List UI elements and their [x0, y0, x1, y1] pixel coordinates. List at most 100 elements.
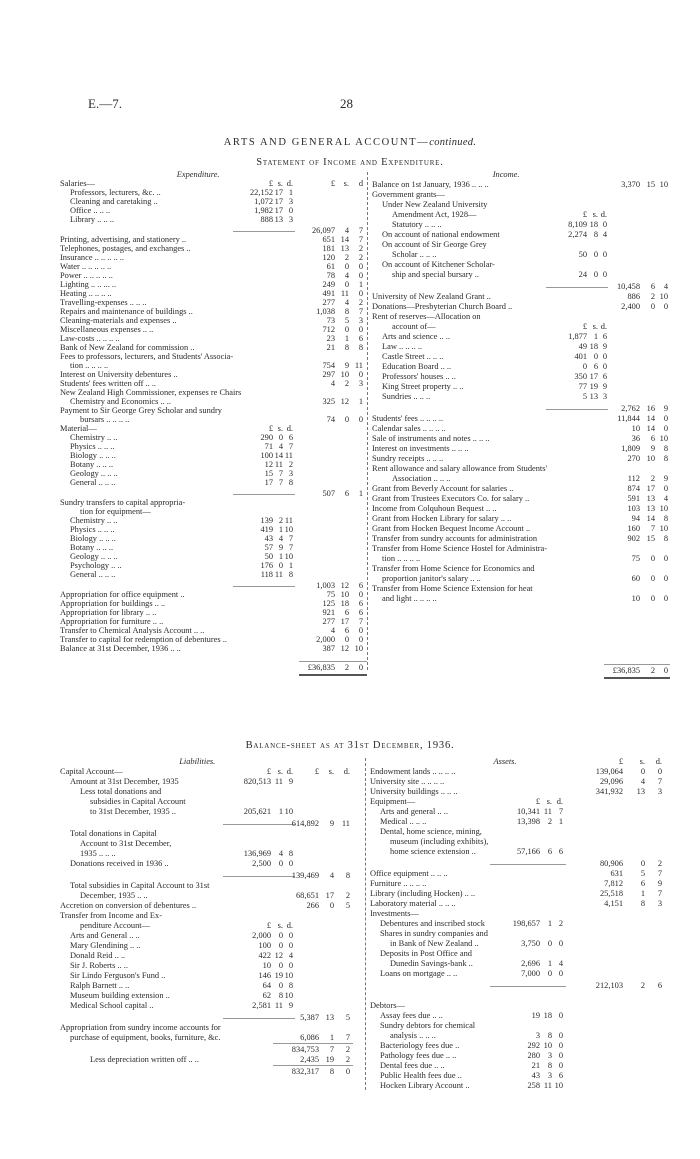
ledger-row: 139,469 4 8	[60, 871, 365, 881]
total-pounds: 2,000	[316, 635, 335, 644]
total-pounds: 591	[627, 494, 640, 503]
item-shillings: 1	[547, 959, 552, 968]
ledger-row: Amount at 31st December, 1935 820,513 11 9	[60, 777, 365, 787]
item-pence: 0	[602, 250, 607, 259]
total-pounds: 834,753	[291, 1045, 319, 1054]
row-label: Geology .. .. ..	[70, 552, 118, 561]
item-pence: 3	[288, 469, 293, 478]
total-pounds: 75	[631, 554, 640, 563]
ledger-row: Office .. .. .. 1,982 17 0	[60, 206, 367, 215]
total-shillings: 5	[640, 869, 645, 878]
ledger-row: 5,387 13 5	[60, 1013, 365, 1023]
total-pence: 6	[358, 599, 363, 608]
row-label: ship and special bursary ..	[392, 270, 479, 279]
row-label: New Zealand High Commissioner, expenses …	[60, 388, 242, 397]
item-shillings: 6	[593, 362, 598, 371]
row-label: Biology .. .. ..	[70, 451, 116, 460]
item-pence: 6	[288, 433, 293, 442]
ledger-row: and light .. .. .. .. 10 0 0	[372, 594, 670, 604]
total-shillings: s.	[328, 767, 334, 776]
ledger-row: Government grants—	[372, 190, 670, 200]
total-pounds: 651	[322, 235, 335, 244]
total-shillings: 7	[329, 1045, 334, 1054]
total-pounds: 5,387	[300, 1013, 319, 1022]
total-shillings: 7	[650, 524, 655, 533]
ledger-row: Chemistry .. .. 139 2 11	[60, 516, 367, 525]
ledger-row: 212,103 2 6	[370, 981, 670, 991]
ledger-row: Library (including Hocken) .. .. 25,518 1 7	[370, 889, 670, 899]
account-title-main: ARTS AND GENERAL ACCOUNT—	[223, 137, 430, 148]
total-shillings: 0	[650, 302, 655, 311]
item-pence: 4	[602, 230, 607, 239]
total-pounds: 139,469	[291, 871, 319, 880]
total-pounds: 10	[631, 594, 640, 603]
ledger-row: penditure Account— £ s. d.	[60, 921, 365, 931]
ledger-row: Grant from Hocken Bequest Income Account…	[372, 524, 670, 534]
total-shillings: 4	[344, 298, 349, 307]
item-shillings: s.	[277, 179, 283, 188]
total-pence: 8	[663, 514, 668, 523]
ledger-row: account of— £ s. d.	[372, 322, 670, 332]
ledger-row: Chemistry .. .. 290 0 6	[60, 433, 367, 442]
item-pence: 3	[602, 392, 607, 401]
row-label: Sundries .. .. ..	[382, 392, 431, 401]
row-label: Appropriation for library .. ..	[60, 608, 157, 617]
ledger-row: 1,003 12 6	[60, 581, 367, 590]
row-label: Power .. .. .. .. ..	[60, 271, 113, 280]
assets-section: Assets. £ s. d. Endowment lands .. .. .. .. 1…	[370, 757, 670, 1091]
item-pounds: 13,398	[516, 817, 540, 826]
item-pounds: 290	[260, 433, 273, 442]
total-pence: 0	[663, 414, 668, 423]
ledger-row: Capital Account— £ s. d. £ s. d.	[60, 767, 365, 777]
ledger-row: 80,906 0 2	[370, 859, 670, 869]
total-pence: 1	[358, 280, 363, 289]
row-label: Physics .. .. ..	[70, 525, 115, 534]
row-label: Law-costs .. .. .. ..	[60, 334, 120, 343]
row-label: Castle Street .. .. ..	[382, 352, 444, 361]
ledger-row: Investments—	[370, 909, 670, 919]
row-label: Laboratory material .. .. ..	[370, 899, 456, 908]
total-shillings: 0	[640, 859, 645, 868]
item-pence: 4	[558, 959, 563, 968]
total-pounds: 1,003	[316, 581, 335, 590]
total-pence: 9	[663, 474, 668, 483]
row-label: Amount at 31st December, 1935	[70, 777, 179, 786]
item-pence: 3	[288, 197, 293, 206]
row-label: Sale of instruments and notes .. .. ..	[372, 434, 490, 443]
total-pounds: 103	[627, 504, 640, 513]
row-label: Hocken Library Account ..	[380, 1081, 470, 1090]
item-pence: 0	[558, 1031, 563, 1040]
ledger-row: bursars .. .. .. .. 74 0 0	[60, 415, 367, 424]
ledger-row: Endowment lands .. .. .. .. 139,064 0 0	[370, 767, 670, 777]
total-pence: 2	[358, 298, 363, 307]
ledger-row: £36,835 2 0	[60, 661, 367, 676]
total-pence: 0	[358, 325, 363, 334]
total-shillings: 4	[344, 271, 349, 280]
total-pence: 0	[358, 271, 363, 280]
item-pounds: £	[266, 767, 271, 776]
item-shillings: s.	[592, 322, 598, 331]
ledger-row: Dental fees due .. .. 21 8 0	[370, 1061, 670, 1071]
item-shillings: 18	[543, 1011, 552, 1020]
ledger-row: On account of Sir George Grey	[372, 240, 670, 250]
total-shillings: 6	[344, 626, 349, 635]
row-label: 1935 .. .. ..	[80, 849, 116, 858]
ledger-row: General .. .. .. 17 7 8	[60, 478, 367, 487]
item-pence: 8	[288, 570, 293, 579]
total-shillings: 8	[344, 343, 349, 352]
total-shillings: 17	[325, 891, 334, 900]
ledger-row: Castle Street .. .. .. 401 0 0	[372, 352, 670, 362]
ledger-row: Heating .. .. .. .. 491 11 0	[60, 289, 367, 298]
item-pence: d.	[600, 322, 607, 331]
total-pounds: 1,038	[316, 307, 335, 316]
row-label: Appropriation for buildings .. ..	[60, 599, 166, 608]
item-shillings: 0	[278, 859, 283, 868]
ledger-row: Biology .. .. .. 100 14 11	[60, 451, 367, 460]
row-label: Account to 31st December,	[80, 839, 172, 848]
ledger-row: On account of Kitchener Scholar-	[372, 260, 670, 270]
total-rule	[273, 1043, 353, 1044]
row-label: Material—	[60, 424, 97, 433]
item-pounds: 43	[531, 1071, 540, 1080]
item-shillings: s.	[592, 210, 598, 219]
item-pounds: 22,152	[249, 188, 273, 197]
